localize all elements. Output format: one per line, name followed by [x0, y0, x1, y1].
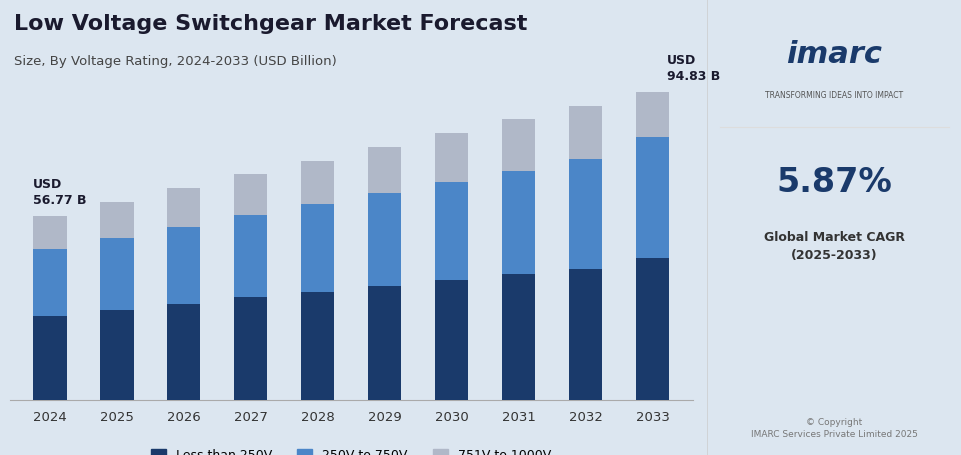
Bar [568, 106, 602, 160]
Bar [167, 304, 200, 400]
Bar [33, 249, 66, 316]
Bar [100, 238, 134, 310]
Bar [100, 202, 134, 238]
Bar [33, 216, 66, 249]
Bar [234, 175, 267, 216]
Bar [301, 162, 334, 205]
Bar [635, 138, 669, 258]
Bar [167, 189, 200, 227]
Bar [301, 292, 334, 400]
Bar [502, 120, 534, 171]
Bar [568, 160, 602, 269]
Bar [434, 134, 468, 182]
Bar [301, 205, 334, 292]
Bar [234, 216, 267, 298]
Text: © Copyright
IMARC Services Private Limited 2025: © Copyright IMARC Services Private Limit… [751, 417, 917, 438]
Bar [502, 275, 534, 400]
Text: USD
56.77 B: USD 56.77 B [33, 177, 86, 207]
Bar [502, 171, 534, 275]
Bar [167, 227, 200, 304]
Bar [33, 316, 66, 400]
Bar [100, 310, 134, 400]
Text: imarc: imarc [786, 40, 881, 69]
Legend: Less than 250V, 250V to 750V, 751V to 1000V: Less than 250V, 250V to 750V, 751V to 10… [151, 448, 551, 455]
Bar [434, 182, 468, 280]
Bar [234, 298, 267, 400]
Bar [434, 280, 468, 400]
Bar [635, 258, 669, 400]
Bar [367, 286, 401, 400]
Text: Global Market CAGR
(2025-2033): Global Market CAGR (2025-2033) [763, 230, 904, 261]
Text: Size, By Voltage Rating, 2024-2033 (USD Billion): Size, By Voltage Rating, 2024-2033 (USD … [14, 55, 336, 68]
Bar [367, 147, 401, 193]
Bar [635, 93, 669, 138]
Bar [568, 269, 602, 400]
Text: USD
94.83 B: USD 94.83 B [667, 54, 720, 83]
Text: 5.87%: 5.87% [776, 166, 892, 198]
Bar [367, 193, 401, 286]
Text: TRANSFORMING IDEAS INTO IMPACT: TRANSFORMING IDEAS INTO IMPACT [765, 91, 902, 100]
Text: Low Voltage Switchgear Market Forecast: Low Voltage Switchgear Market Forecast [14, 14, 528, 34]
